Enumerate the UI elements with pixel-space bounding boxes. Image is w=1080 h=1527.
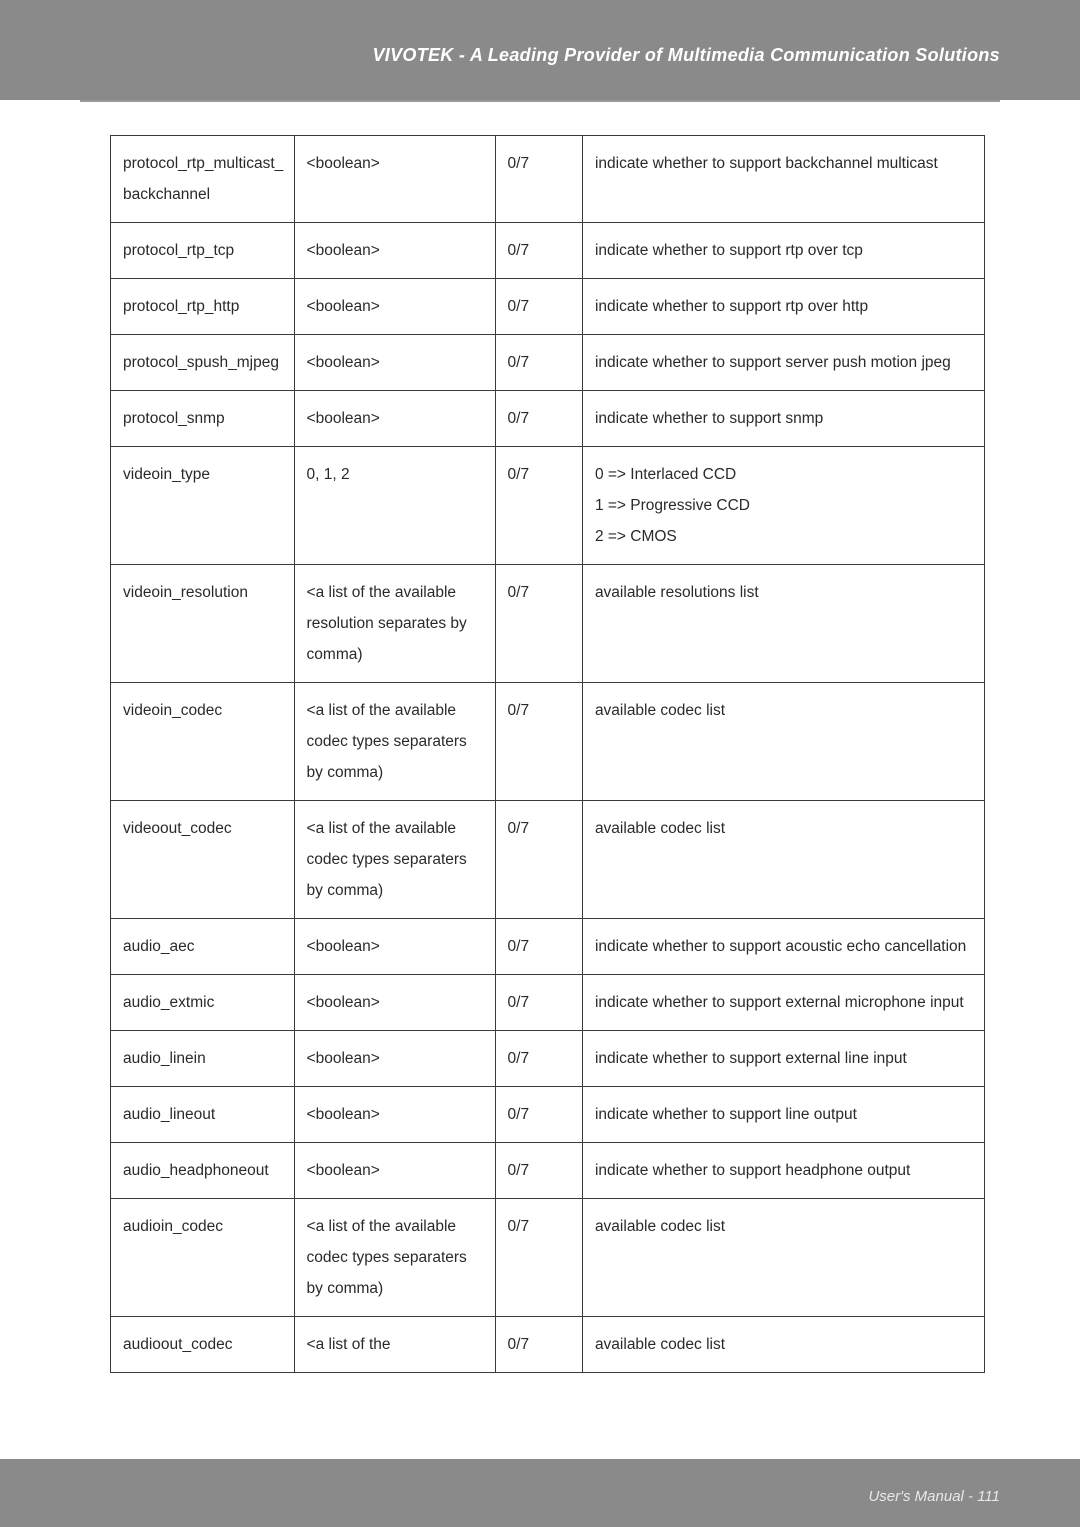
table-cell: available resolutions list — [582, 565, 984, 683]
table-cell: <a list of the available codec types sep… — [294, 1199, 495, 1317]
table-cell: <a list of the available codec types sep… — [294, 683, 495, 801]
table-cell: 0/7 — [495, 391, 582, 447]
table-row: audio_aec<boolean>0/7indicate whether to… — [111, 919, 985, 975]
table-cell: <boolean> — [294, 279, 495, 335]
table-cell: protocol_rtp_tcp — [111, 223, 295, 279]
table-row: protocol_rtp_multicast_backchannel<boole… — [111, 136, 985, 223]
table-row: audioin_codec<a list of the available co… — [111, 1199, 985, 1317]
table-cell: <a list of the — [294, 1317, 495, 1373]
table-cell: indicate whether to support external lin… — [582, 1031, 984, 1087]
table-cell: available codec list — [582, 683, 984, 801]
table-cell: indicate whether to support backchannel … — [582, 136, 984, 223]
table-row: videoin_codec<a list of the available co… — [111, 683, 985, 801]
table-cell: <boolean> — [294, 919, 495, 975]
table-cell: 0/7 — [495, 919, 582, 975]
table-row: protocol_rtp_http<boolean>0/7indicate wh… — [111, 279, 985, 335]
header-rule — [80, 100, 1000, 102]
table-cell: 0/7 — [495, 335, 582, 391]
table-cell: indicate whether to support rtp over tcp — [582, 223, 984, 279]
table-cell: 0/7 — [495, 223, 582, 279]
table-row: audio_lineout<boolean>0/7indicate whethe… — [111, 1087, 985, 1143]
table-row: videoin_resolution<a list of the availab… — [111, 565, 985, 683]
table-row: audio_headphoneout<boolean>0/7indicate w… — [111, 1143, 985, 1199]
table-cell: indicate whether to support external mic… — [582, 975, 984, 1031]
table-cell: 0/7 — [495, 801, 582, 919]
table-cell: protocol_snmp — [111, 391, 295, 447]
table-cell: 0/7 — [495, 1317, 582, 1373]
table-cell: videoin_codec — [111, 683, 295, 801]
table-cell: audio_extmic — [111, 975, 295, 1031]
table-cell: <a list of the available resolution sepa… — [294, 565, 495, 683]
table-cell: indicate whether to support snmp — [582, 391, 984, 447]
table-row: protocol_snmp<boolean>0/7indicate whethe… — [111, 391, 985, 447]
table-cell: 0/7 — [495, 1087, 582, 1143]
footer-page-number: User's Manual - 111 — [868, 1488, 1000, 1505]
table-cell: 0/7 — [495, 447, 582, 565]
table-cell: 0, 1, 2 — [294, 447, 495, 565]
table-cell: <boolean> — [294, 975, 495, 1031]
table-cell: <boolean> — [294, 1031, 495, 1087]
table-cell: indicate whether to support acoustic ech… — [582, 919, 984, 975]
table-cell: available codec list — [582, 1317, 984, 1373]
table-body: protocol_rtp_multicast_backchannel<boole… — [111, 136, 985, 1373]
table-row: videoin_type0, 1, 20/70 => Interlaced CC… — [111, 447, 985, 565]
table-cell: protocol_rtp_http — [111, 279, 295, 335]
header-title: VIVOTEK - A Leading Provider of Multimed… — [372, 45, 1000, 66]
table-row: protocol_spush_mjpeg<boolean>0/7indicate… — [111, 335, 985, 391]
table-cell: <boolean> — [294, 391, 495, 447]
table-cell: audioin_codec — [111, 1199, 295, 1317]
table-cell: <boolean> — [294, 136, 495, 223]
table-cell: audio_aec — [111, 919, 295, 975]
table-row: videoout_codec<a list of the available c… — [111, 801, 985, 919]
table-cell: videoin_type — [111, 447, 295, 565]
table-cell: 0/7 — [495, 1031, 582, 1087]
table-cell: 0/7 — [495, 565, 582, 683]
table-cell: indicate whether to support line output — [582, 1087, 984, 1143]
table-cell: indicate whether to support server push … — [582, 335, 984, 391]
table-cell: audio_headphoneout — [111, 1143, 295, 1199]
table-row: audio_linein<boolean>0/7indicate whether… — [111, 1031, 985, 1087]
table-cell: 0/7 — [495, 1199, 582, 1317]
table-cell: <boolean> — [294, 1143, 495, 1199]
table-cell: <boolean> — [294, 1087, 495, 1143]
table-cell: 0 => Interlaced CCD1 => Progressive CCD2… — [582, 447, 984, 565]
parameter-table: protocol_rtp_multicast_backchannel<boole… — [110, 135, 985, 1373]
table-cell: audio_lineout — [111, 1087, 295, 1143]
table-cell: <boolean> — [294, 223, 495, 279]
table-cell: 0/7 — [495, 279, 582, 335]
table-row: protocol_rtp_tcp<boolean>0/7indicate whe… — [111, 223, 985, 279]
table-cell: 0/7 — [495, 683, 582, 801]
table-cell: indicate whether to support rtp over htt… — [582, 279, 984, 335]
table-cell: protocol_spush_mjpeg — [111, 335, 295, 391]
table-cell: available codec list — [582, 1199, 984, 1317]
table-cell: 0/7 — [495, 136, 582, 223]
table-cell: 0/7 — [495, 1143, 582, 1199]
table-cell: audioout_codec — [111, 1317, 295, 1373]
table-cell: available codec list — [582, 801, 984, 919]
table-cell: <a list of the available codec types sep… — [294, 801, 495, 919]
content-area: protocol_rtp_multicast_backchannel<boole… — [110, 135, 985, 1373]
table-cell: <boolean> — [294, 335, 495, 391]
table-cell: videoout_codec — [111, 801, 295, 919]
table-cell: indicate whether to support headphone ou… — [582, 1143, 984, 1199]
table-cell: videoin_resolution — [111, 565, 295, 683]
table-cell: 0/7 — [495, 975, 582, 1031]
table-cell: protocol_rtp_multicast_backchannel — [111, 136, 295, 223]
table-row: audioout_codec<a list of the0/7available… — [111, 1317, 985, 1373]
table-row: audio_extmic<boolean>0/7indicate whether… — [111, 975, 985, 1031]
table-cell: audio_linein — [111, 1031, 295, 1087]
